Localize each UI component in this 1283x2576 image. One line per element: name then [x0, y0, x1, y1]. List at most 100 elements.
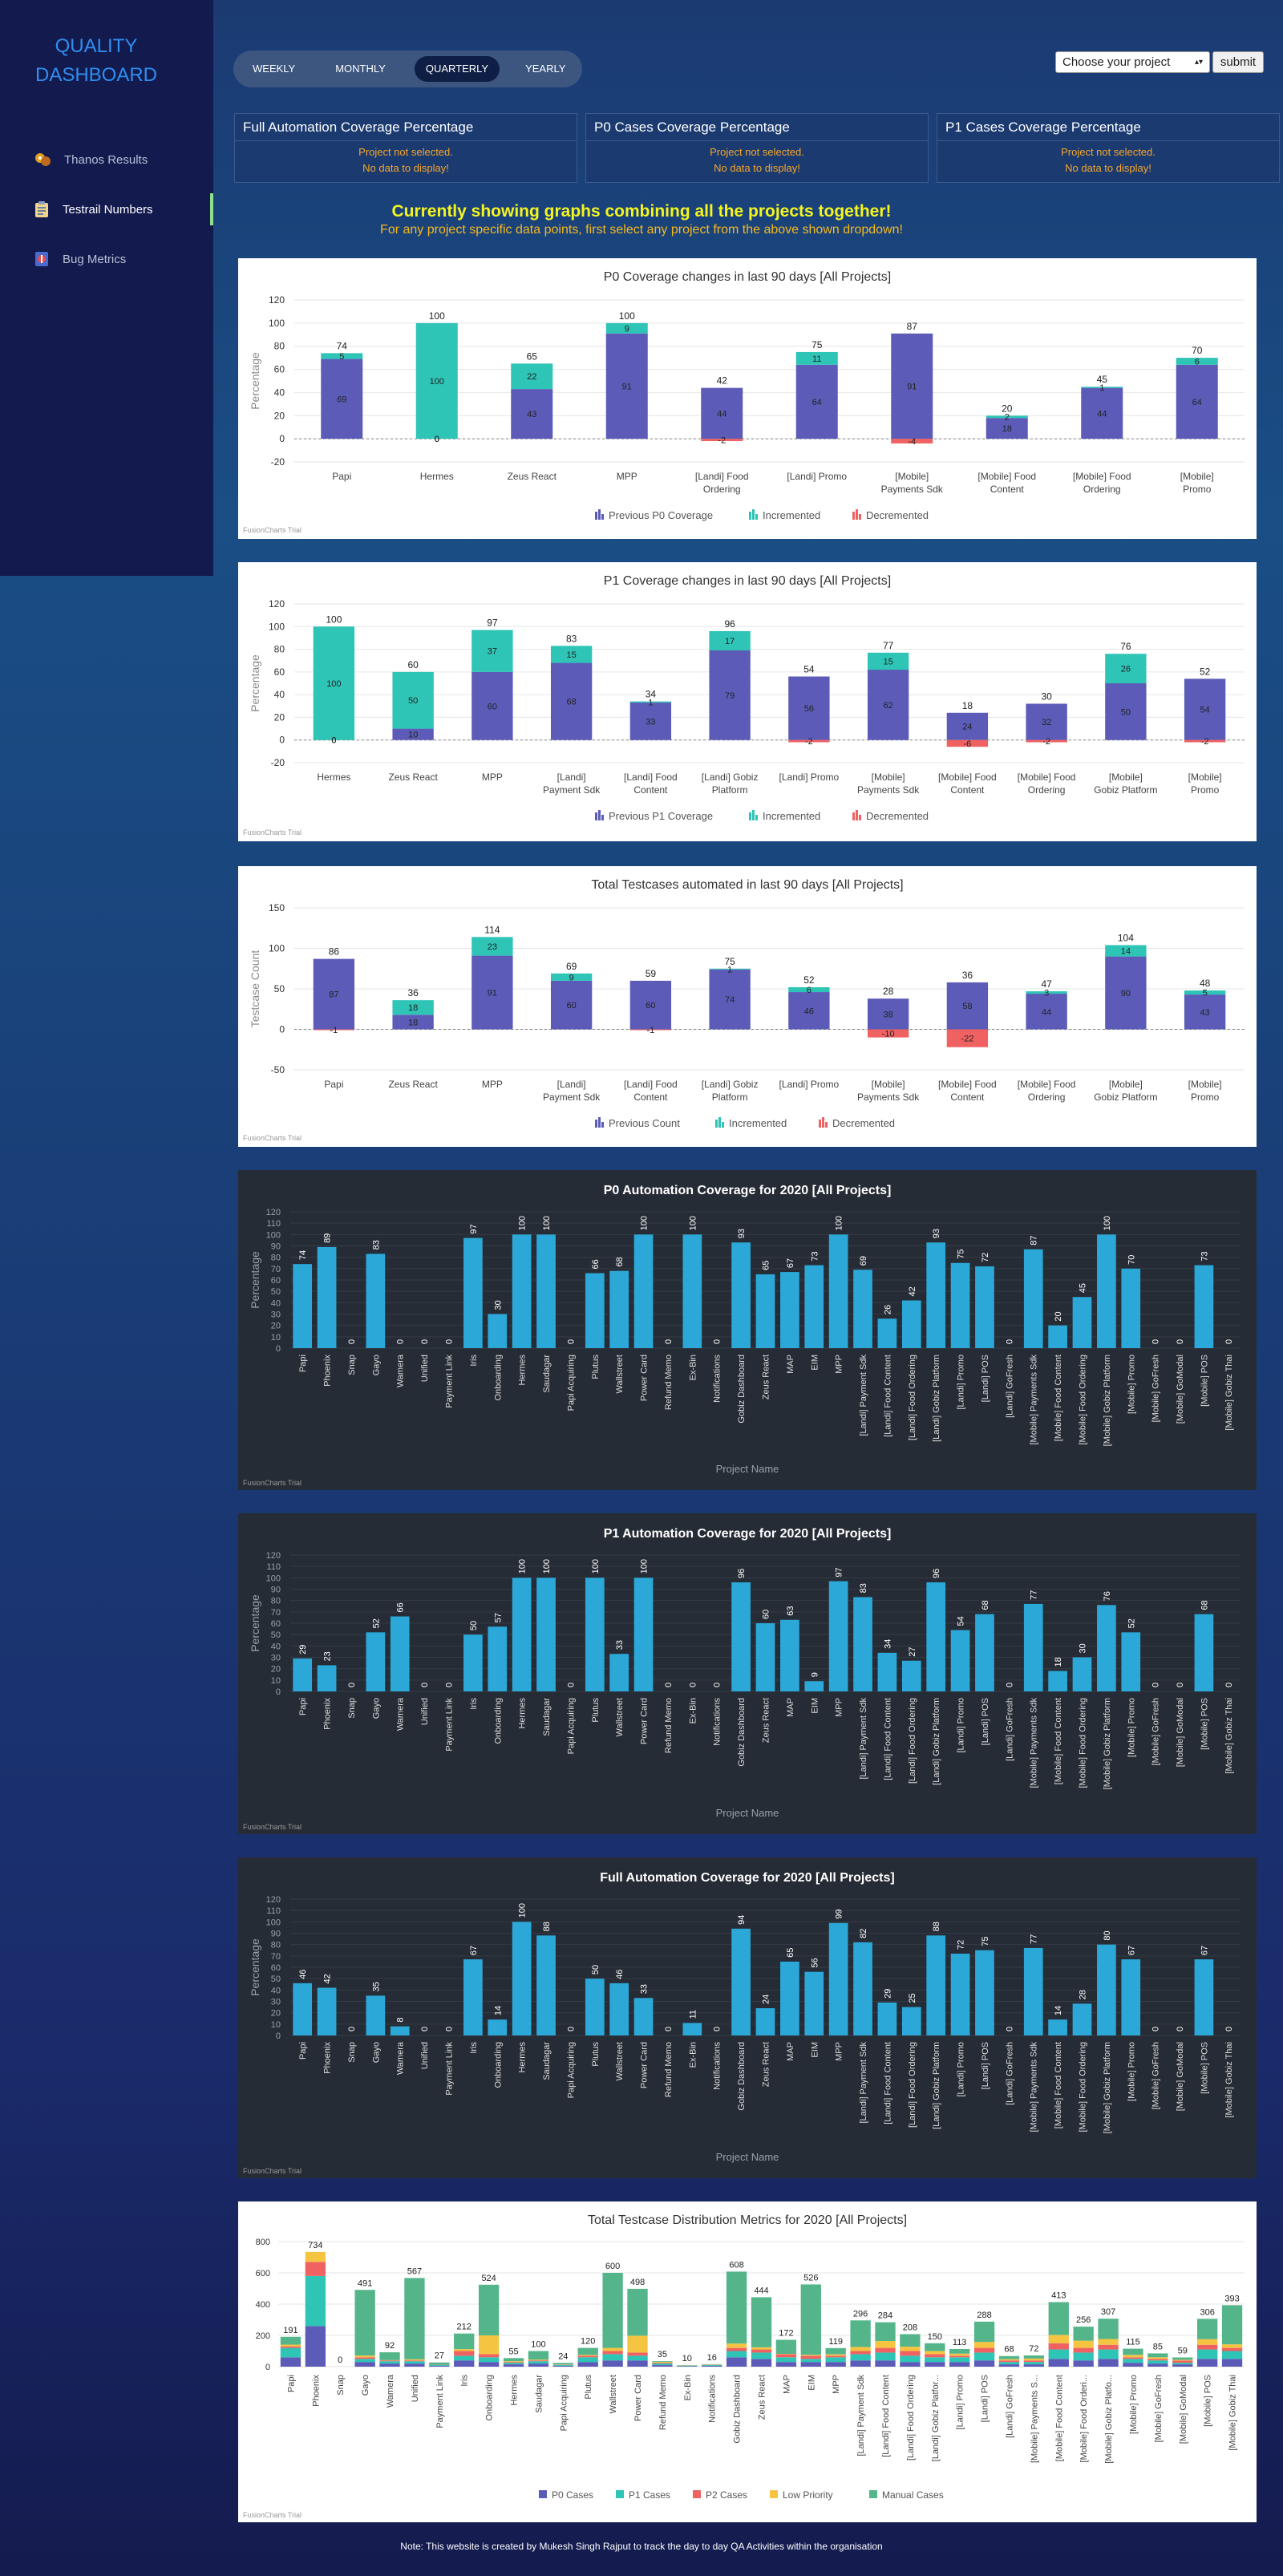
- bar-segment: [379, 2352, 400, 2360]
- active-indicator: [210, 193, 213, 225]
- data-label: 0: [435, 435, 439, 444]
- data-label: 0: [1176, 1339, 1185, 1344]
- sidebar-item-testrail-numbers[interactable]: Testrail Numbers: [0, 193, 213, 225]
- bar-segment: [726, 2271, 747, 2344]
- x-tick-label: [Mobile] Food Content: [1054, 1698, 1063, 1784]
- bar-segment: [949, 2362, 970, 2367]
- data-label: 26: [883, 1305, 892, 1314]
- x-tick-label: EIM: [807, 2375, 816, 2391]
- period-monthly-button[interactable]: MONTHLY: [335, 63, 386, 75]
- footer-note: Note: This website is created by Mukesh …: [400, 2541, 883, 2552]
- chart-testcases-automated: Total Testcases automated in last 90 day…: [238, 866, 1257, 1147]
- bar-segment: [900, 2347, 921, 2351]
- p1-coverage-card: P1 Cases Coverage Percentage Project not…: [937, 113, 1280, 183]
- bar-previous: [709, 650, 751, 740]
- x-tick-label: Wamera: [386, 2374, 395, 2408]
- chart-p0-automation-coverage-2020: P0 Automation Coverage for 2020 [All Pro…: [238, 1170, 1257, 1490]
- x-tick-label: [Landi]: [557, 1079, 586, 1090]
- bar-incremented: [415, 322, 458, 439]
- x-tick-label: Gobiz Dashboard: [733, 2375, 743, 2444]
- y-tick-label: 0: [276, 2031, 281, 2041]
- x-tick-label: [Mobile] Food Ordering: [1079, 1698, 1088, 1788]
- bar-previous: [946, 982, 989, 1030]
- data-label: 33: [615, 1640, 625, 1650]
- x-tick-label: Papi: [298, 1698, 308, 1715]
- bar: [585, 1979, 605, 2035]
- total-label: 104: [1118, 932, 1134, 943]
- data-label: 0: [1176, 1683, 1185, 1687]
- bar-segment: [1147, 2360, 1168, 2364]
- bar: [853, 1270, 872, 1348]
- bar-segment: [1172, 2360, 1193, 2363]
- x-tick-label: Payment Sdk: [543, 1092, 601, 1103]
- bar-segment: [528, 2363, 549, 2367]
- period-weekly-button[interactable]: WEEKLY: [253, 63, 296, 75]
- bar-previous: [867, 998, 909, 1030]
- x-tick-label: Zeus React: [762, 1698, 771, 1743]
- x-tick-label: [Landi] Food: [624, 772, 678, 783]
- y-tick-label: 10: [271, 1333, 281, 1343]
- submit-button[interactable]: submit: [1212, 51, 1264, 73]
- bar: [293, 1264, 313, 1348]
- bar: [1048, 2019, 1067, 2035]
- bar: [731, 1242, 751, 1348]
- data-label: -22: [961, 1035, 973, 1044]
- credit-label: FusionCharts Trial: [243, 2167, 302, 2175]
- period-yearly-button[interactable]: YEARLY: [525, 63, 566, 75]
- data-label: 68: [615, 1257, 625, 1266]
- legend-label: Previous Count: [609, 1117, 680, 1129]
- sidebar-item-bug-metrics[interactable]: Bug Metrics: [0, 243, 213, 275]
- bar-segment: [305, 2326, 326, 2367]
- x-tick-label: [Landi] POS: [981, 1698, 990, 1745]
- card-status: Project not selected.: [358, 146, 453, 158]
- y-axis-label: Percentage: [249, 1938, 261, 1996]
- sidebar-item-thanos-results[interactable]: Thanos Results: [0, 144, 213, 176]
- y-tick-label: 80: [271, 1597, 281, 1606]
- bar-segment: [1196, 2359, 1218, 2367]
- data-label: 93: [737, 1229, 747, 1238]
- total-label: 256: [1076, 2315, 1091, 2325]
- credit-label: FusionCharts Trial: [243, 828, 302, 836]
- chart-title: Full Automation Coverage for 2020 [All P…: [600, 1871, 894, 1885]
- bar: [366, 1632, 386, 1691]
- legend-label: Decremented: [832, 1117, 895, 1129]
- data-label: 15: [567, 650, 577, 660]
- bar-segment: [1048, 2302, 1069, 2335]
- bar-segment: [652, 2365, 673, 2367]
- bar-segment: [1172, 2363, 1193, 2365]
- x-tick-label: [Mobile] GoModal: [1176, 1355, 1185, 1424]
- y-tick-label: 0: [276, 1344, 281, 1354]
- x-tick-label: Ordering: [1028, 1092, 1066, 1103]
- y-tick-label: 100: [266, 1574, 281, 1583]
- y-tick-label: 120: [266, 1551, 281, 1561]
- data-label: 69: [337, 395, 346, 404]
- card-status-detail: No data to display!: [362, 162, 449, 174]
- x-tick-label: Papi Acquiring: [566, 2042, 576, 2098]
- bar: [926, 1935, 946, 2035]
- bar-previous: [472, 671, 513, 740]
- project-select[interactable]: Choose your project ▴▾: [1055, 51, 1210, 73]
- y-tick-label: -20: [271, 757, 285, 768]
- bar: [731, 1582, 751, 1691]
- legend-label: Previous P0 Coverage: [609, 509, 713, 521]
- total-label: 92: [385, 2341, 395, 2351]
- bar-segment: [503, 2362, 524, 2363]
- bar: [682, 1234, 702, 1348]
- bar-segment: [973, 2342, 995, 2348]
- y-tick-label: 80: [274, 341, 285, 352]
- y-tick-label: 50: [271, 1975, 281, 1984]
- bar-segment: [528, 2359, 549, 2361]
- period-quarterly-button[interactable]: QUARTERLY: [414, 56, 500, 82]
- x-tick-label: Papi Acquiring: [566, 1698, 576, 1754]
- legend-icon: [859, 514, 861, 520]
- bar-segment: [1098, 2359, 1119, 2367]
- bar-segment: [1023, 2355, 1045, 2359]
- bar-segment: [552, 2365, 573, 2367]
- bar-segment: [1147, 2359, 1168, 2361]
- bar-segment: [751, 2297, 772, 2347]
- chart-p0-coverage-changes: P0 Coverage changes in last 90 days [All…: [238, 258, 1257, 539]
- card-title: P0 Cases Coverage Percentage: [586, 114, 928, 141]
- bar: [512, 1922, 532, 2035]
- bar: [390, 2026, 410, 2035]
- bar: [755, 1274, 775, 1348]
